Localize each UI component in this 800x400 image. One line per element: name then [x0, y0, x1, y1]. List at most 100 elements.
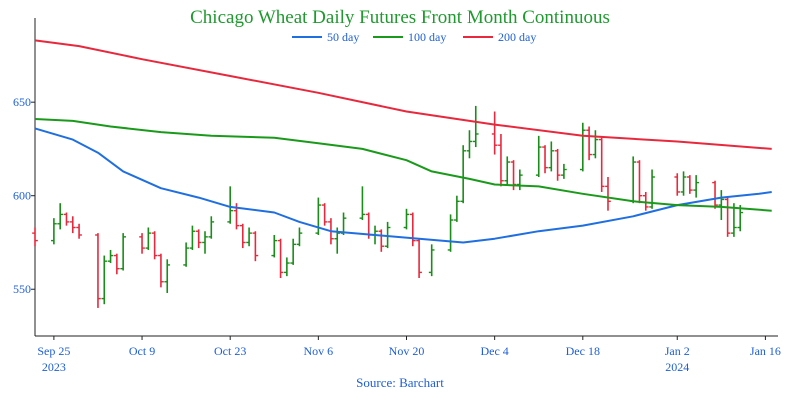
y-tick-label: 600 — [13, 189, 31, 203]
ohlc-bar — [561, 163, 567, 179]
ohlc-bar — [498, 133, 504, 187]
ohlc-bar — [321, 203, 328, 226]
ohlc-bar — [687, 175, 693, 194]
legend-label-200-day: 200 day — [498, 30, 536, 44]
ohlc-bar — [724, 197, 731, 237]
ohlc-bar — [315, 197, 322, 235]
ohlc-bar — [296, 227, 303, 247]
ohlc-bar — [164, 259, 171, 293]
y-tick-label: 650 — [13, 95, 31, 109]
ohlc-bar — [227, 186, 234, 224]
ohlc-bar — [447, 214, 454, 252]
legend-entry-100-day: 100 day — [373, 30, 446, 44]
ohlc-bar — [428, 244, 435, 277]
ohlc-bar — [359, 186, 366, 221]
ohlc-bar — [598, 137, 605, 192]
ohlc-bar — [378, 229, 385, 252]
ohlc-bar — [680, 171, 687, 196]
ohlc-bar — [605, 177, 611, 211]
ohlc-bar — [101, 255, 108, 305]
x-tick-year-label: 2023 — [42, 360, 66, 374]
ohlc-bar — [504, 156, 511, 185]
ohlc-bar — [145, 227, 152, 250]
ohlc-bar — [718, 190, 725, 221]
legend-label-50-day: 50 day — [327, 30, 359, 44]
ohlc-bar — [120, 233, 126, 271]
moving-average-lines — [34, 39, 772, 244]
ohlc-bar — [674, 173, 681, 196]
ohlc-bars — [32, 105, 744, 308]
ohlc-bar — [416, 238, 422, 279]
chart-title: Chicago Wheat Daily Futures Front Month … — [190, 7, 610, 28]
ohlc-bar — [472, 105, 479, 148]
x-tick-label: Oct 23 — [214, 344, 246, 358]
ohlc-bar — [642, 191, 649, 211]
ohlc-bar — [95, 233, 101, 308]
ohlc-bar — [277, 238, 284, 279]
ohlc-bar — [548, 141, 555, 172]
ma-line-200-day — [34, 39, 772, 150]
ohlc-bar — [195, 229, 202, 249]
x-tick-label: Jan 2 — [665, 344, 690, 358]
ohlc-bar — [139, 233, 145, 254]
ohlc-bar — [384, 221, 391, 249]
ohlc-bar — [284, 257, 290, 277]
ohlc-bar — [69, 216, 76, 234]
y-tick-label: 550 — [13, 282, 31, 296]
x-tick-label: Nov 6 — [304, 344, 334, 358]
ohlc-bar — [712, 180, 718, 209]
ohlc-bar — [491, 111, 498, 155]
ohlc-bar — [202, 231, 208, 254]
ohlc-bar — [246, 227, 252, 247]
ohlc-bar — [189, 225, 196, 250]
ohlc-bar — [517, 169, 523, 191]
ohlc-bar — [114, 253, 120, 275]
ohlc-bar — [460, 145, 467, 204]
ohlc-bar — [592, 130, 599, 159]
ohlc-bar — [409, 212, 416, 247]
legend-label-100-day: 100 day — [408, 30, 446, 44]
ohlc-bar — [554, 148, 561, 181]
ohlc-bar — [51, 218, 57, 245]
ohlc-bar — [579, 122, 586, 172]
ohlc-bar — [403, 208, 410, 230]
legend: 50 day 100 day 200 day — [292, 30, 536, 44]
ohlc-bar — [63, 212, 70, 226]
ohlc-bar — [151, 231, 158, 260]
x-tick-label: Jan 16 — [750, 344, 781, 358]
x-tick-label: Oct 9 — [129, 344, 155, 358]
source-note: Source: Barchart — [356, 375, 444, 390]
x-tick-label: Nov 20 — [389, 344, 425, 358]
ohlc-bar — [535, 135, 542, 177]
ohlc-bar — [252, 231, 259, 262]
ohlc-bar — [208, 216, 215, 239]
ohlc-bar — [636, 160, 643, 204]
x-tick-year-label: 2024 — [665, 360, 689, 374]
ohlc-bar — [158, 253, 164, 288]
y-axis-ticks: 550 600 650 — [13, 95, 35, 296]
ohlc-bar — [107, 249, 114, 264]
ohlc-bar — [183, 242, 189, 267]
legend-entry-50-day: 50 day — [292, 30, 359, 44]
ohlc-bar — [466, 130, 473, 159]
ohlc-bar — [57, 203, 64, 230]
x-tick-label: Dec 18 — [566, 344, 600, 358]
legend-entry-200-day: 200 day — [463, 30, 536, 44]
ohlc-bar — [693, 175, 699, 198]
x-axis-ticks: Sep 25 2023 Oct 9 Oct 23 Nov 6 Nov 20 Dec 4 Dec… — [37, 336, 781, 374]
ohlc-bar — [542, 145, 548, 174]
ohlc-bar — [454, 195, 460, 222]
ohlc-bar — [586, 126, 592, 161]
ohlc-bar — [630, 156, 637, 204]
ohlc-bar — [32, 227, 38, 247]
x-tick-label: Dec 4 — [480, 344, 508, 358]
ma-line-100-day — [34, 118, 772, 212]
ohlc-bar — [76, 223, 82, 239]
x-tick-label: Sep 25 — [37, 344, 70, 358]
ma-line-50-day — [34, 127, 772, 244]
ohlc-bar — [239, 223, 246, 249]
ohlc-bar — [271, 234, 278, 258]
ohlc-bar — [290, 238, 296, 265]
ohlc-bar — [737, 205, 744, 232]
